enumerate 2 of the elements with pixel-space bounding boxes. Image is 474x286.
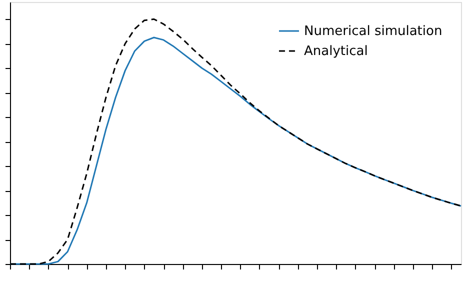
legend-label: Numerical simulation	[304, 24, 442, 39]
legend-label: Analytical	[304, 44, 368, 59]
